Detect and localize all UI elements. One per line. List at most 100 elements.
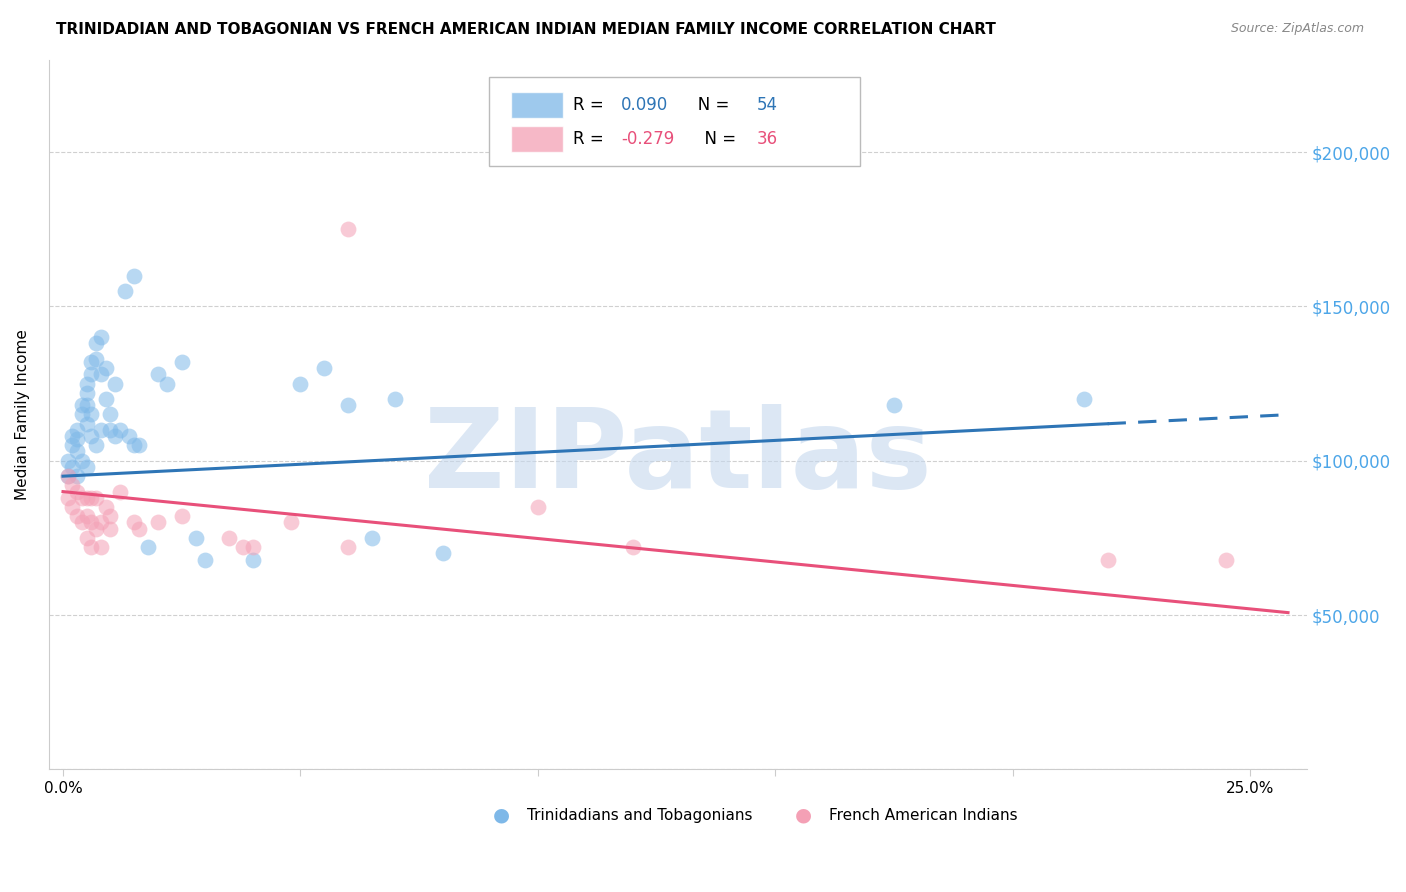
Point (314, 361, 336, 376)
Point (76, 398, 98, 412)
Text: R =: R = (574, 96, 609, 114)
Point (360, 531, 382, 545)
Point (100, 423, 122, 437)
Point (146, 516, 169, 530)
Point (84, 522, 107, 536)
Point (80, 491, 103, 505)
Point (80, 408, 103, 422)
Point (138, 540, 160, 554)
Point (56, 469, 79, 483)
Point (62, 429, 84, 443)
Point (336, 398, 359, 412)
Point (218, 531, 240, 545)
Point (70, 454, 93, 468)
Point (883, 398, 905, 412)
Point (70, 516, 93, 530)
Point (84, 438, 107, 452)
Point (170, 355, 193, 369)
Text: ●: ● (796, 806, 813, 825)
Point (242, 552, 264, 566)
Text: R =: R = (574, 130, 609, 148)
Point (90, 330, 112, 344)
Point (184, 531, 207, 545)
Point (56, 469, 79, 483)
Point (108, 484, 131, 499)
Text: ZIPatlas: ZIPatlas (425, 403, 932, 510)
Text: Source: ZipAtlas.com: Source: ZipAtlas.com (1230, 22, 1364, 36)
Point (122, 268, 145, 283)
Point (56, 454, 79, 468)
Point (66, 423, 89, 437)
Text: French American Indians: French American Indians (830, 808, 1018, 823)
Point (128, 438, 150, 452)
Point (62, 478, 84, 492)
FancyBboxPatch shape (489, 78, 860, 166)
Point (70, 408, 93, 422)
Point (76, 459, 98, 474)
Point (122, 516, 145, 530)
Point (280, 516, 302, 530)
Point (527, 500, 550, 514)
Text: ●: ● (494, 806, 510, 825)
Point (118, 429, 141, 443)
Point (170, 509, 193, 524)
Point (66, 484, 89, 499)
Text: Trinidadians and Tobagonians: Trinidadians and Tobagonians (527, 808, 752, 823)
Text: 54: 54 (758, 96, 778, 114)
Point (90, 540, 112, 554)
Point (94, 361, 117, 376)
Point (122, 438, 145, 452)
Point (100, 509, 122, 524)
Point (104, 429, 127, 443)
Point (56, 491, 79, 505)
Point (94, 500, 117, 514)
Point (76, 376, 98, 391)
Point (128, 522, 150, 536)
Point (66, 444, 89, 458)
Point (432, 546, 454, 560)
Point (156, 376, 179, 391)
Text: -0.279: -0.279 (621, 130, 675, 148)
Point (90, 516, 112, 530)
Point (76, 491, 98, 505)
Point (84, 491, 107, 505)
Point (76, 531, 98, 545)
Point (90, 368, 112, 382)
Point (80, 355, 103, 369)
Point (76, 417, 98, 431)
Text: 0.090: 0.090 (621, 96, 668, 114)
Point (62, 438, 84, 452)
Point (66, 432, 89, 446)
Y-axis label: Median Family Income: Median Family Income (15, 329, 30, 500)
Point (70, 491, 93, 505)
FancyBboxPatch shape (510, 127, 564, 152)
Point (70, 398, 93, 412)
Point (384, 392, 406, 406)
Text: N =: N = (682, 96, 734, 114)
Text: 36: 36 (758, 130, 779, 148)
Point (76, 509, 98, 524)
Point (194, 552, 217, 566)
Point (80, 540, 103, 554)
Point (100, 408, 122, 422)
Point (1097, 552, 1119, 566)
Point (108, 423, 131, 437)
Text: TRINIDADIAN AND TOBAGONIAN VS FRENCH AMERICAN INDIAN MEDIAN FAMILY INCOME CORREL: TRINIDADIAN AND TOBAGONIAN VS FRENCH AME… (56, 22, 995, 37)
Point (66, 509, 89, 524)
Point (114, 284, 136, 298)
Point (336, 222, 359, 236)
Point (80, 516, 103, 530)
Point (84, 351, 107, 366)
Point (1073, 392, 1095, 406)
Point (290, 376, 312, 391)
Point (80, 368, 103, 382)
Point (76, 385, 98, 400)
Point (232, 540, 254, 554)
Point (100, 522, 122, 536)
Point (621, 540, 644, 554)
Point (146, 368, 169, 382)
Point (90, 423, 112, 437)
Point (84, 336, 107, 351)
FancyBboxPatch shape (510, 92, 564, 118)
Point (336, 540, 359, 554)
